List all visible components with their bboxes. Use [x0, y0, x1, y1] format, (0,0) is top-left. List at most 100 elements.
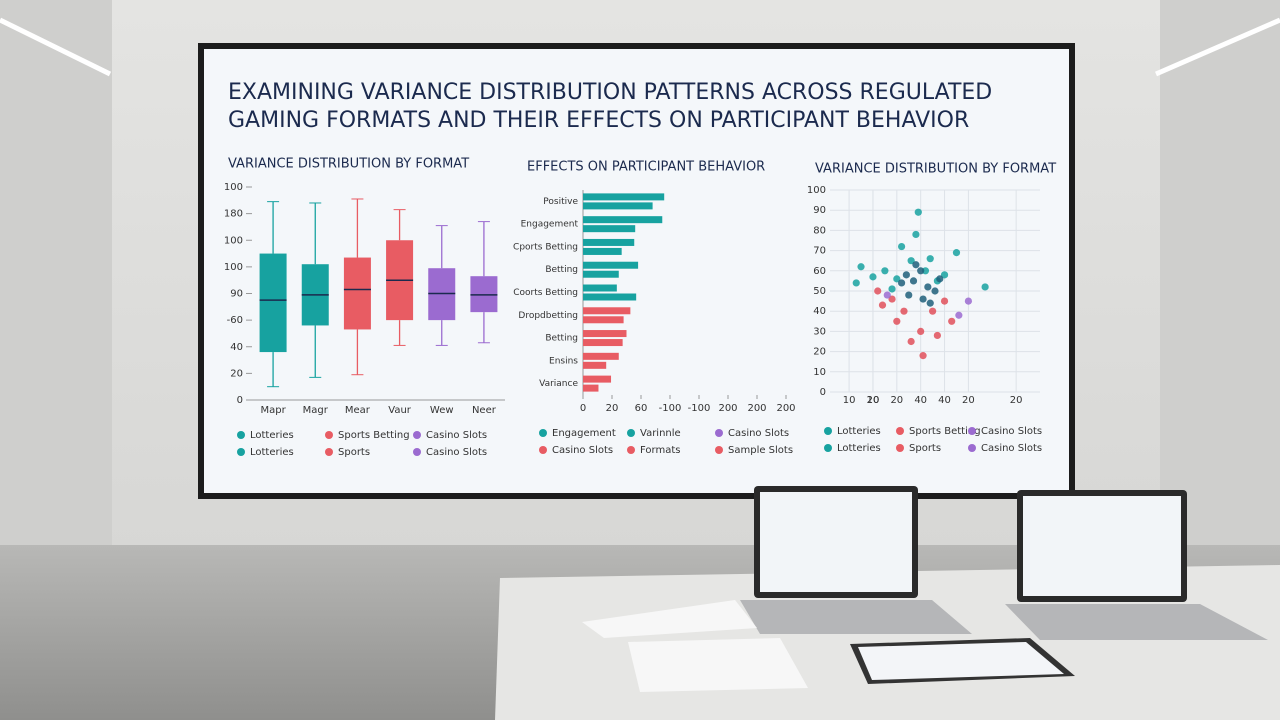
- legend-label: Casino Slots: [426, 447, 487, 458]
- bar: [583, 384, 599, 392]
- bar: [583, 225, 636, 233]
- point: [869, 273, 877, 281]
- x-tick-label: 20: [890, 395, 903, 406]
- title: GAMING FORMATS AND THEIR EFFECTS ON PART…: [228, 108, 969, 133]
- title: EXAMINING VARIANCE DISTRIBUTION PATTERNS…: [228, 80, 992, 105]
- y-tick-label: Ensins: [549, 356, 578, 366]
- legend-swatch: [325, 431, 333, 439]
- x-tick-label: 20: [867, 395, 880, 406]
- legend-swatch: [539, 429, 547, 437]
- x-tick-label: 200: [776, 403, 795, 414]
- point: [907, 337, 915, 346]
- legend-label: Casino Slots: [552, 445, 613, 456]
- y-tick-label: 60: [813, 266, 826, 277]
- y-tick-label: 90: [230, 289, 243, 300]
- point: [981, 283, 989, 291]
- bar: [583, 330, 627, 338]
- point: [952, 249, 961, 257]
- bar: [583, 284, 617, 292]
- legend-swatch: [539, 446, 547, 454]
- point: [912, 230, 920, 239]
- x-tick-label: Mear: [345, 405, 371, 416]
- bar: [583, 352, 619, 360]
- bar: [583, 247, 622, 255]
- point: [888, 285, 896, 293]
- x-tick-label: 200: [747, 403, 766, 414]
- y-tick-label: Positive: [543, 197, 578, 207]
- x-tick-label: -100: [659, 403, 682, 414]
- legend-swatch: [824, 427, 832, 435]
- x-tick-label: Neer: [472, 405, 497, 416]
- y-tick-label: -60: [227, 315, 243, 326]
- legend-label: Sports Betting: [338, 430, 410, 441]
- bar: [583, 270, 619, 278]
- y-tick-label: Betting: [545, 265, 578, 275]
- bar: [583, 361, 607, 369]
- point: [905, 291, 913, 299]
- point: [900, 307, 908, 315]
- point: [888, 295, 896, 303]
- legend-swatch: [627, 446, 635, 454]
- y-tick-label: 80: [813, 225, 826, 236]
- point: [924, 283, 932, 291]
- paper: [628, 638, 808, 692]
- point: [917, 327, 925, 335]
- x-tick-label: 60: [635, 403, 648, 414]
- y-tick-label: 40: [813, 306, 826, 317]
- y-tick-label: 20: [813, 347, 826, 358]
- legend-label: Varinnle: [640, 428, 681, 439]
- x-tick-label: -100: [688, 403, 711, 414]
- bar: [583, 216, 663, 224]
- point: [948, 317, 956, 325]
- y-tick-label: 100: [224, 235, 243, 246]
- bar: [583, 339, 623, 347]
- y-tick-label: 100: [807, 185, 826, 196]
- x-tick-label: Mapr: [260, 405, 286, 416]
- point: [897, 279, 906, 287]
- point: [917, 267, 925, 275]
- box: [259, 253, 287, 353]
- ceiling-light: [0, 17, 112, 77]
- legend-label: Lotteries: [250, 447, 294, 458]
- x-tick-label: 40: [938, 395, 951, 406]
- charts: VARIANCE DISTRIBUTION BY FORMAT 0 20 40 -60 9…: [224, 157, 1056, 459]
- legend-swatch: [824, 444, 832, 452]
- bar: [583, 293, 637, 301]
- point: [933, 331, 941, 340]
- x-tick-label: Wew: [430, 405, 454, 416]
- x-tick-label: 10: [867, 395, 880, 406]
- point: [919, 352, 927, 360]
- legend-label: Sports Betting: [909, 426, 981, 437]
- point: [874, 287, 882, 295]
- point: [912, 261, 920, 269]
- point: [893, 317, 901, 325]
- bar: [583, 193, 665, 201]
- point: [940, 297, 949, 305]
- box: [343, 257, 371, 330]
- legend-swatch: [715, 429, 723, 437]
- legend-label: Engagement: [552, 428, 616, 439]
- x-tick-label: Magr: [303, 405, 329, 416]
- legend-label: Lotteries: [250, 430, 294, 441]
- point: [881, 267, 889, 275]
- y-tick-label: Variance: [539, 379, 578, 389]
- chart-title: VARIANCE DISTRIBUTION BY FORMAT: [815, 162, 1056, 177]
- point: [857, 263, 865, 271]
- y-tick-label: 100: [224, 262, 243, 273]
- legend-swatch: [237, 431, 245, 439]
- x-tick-label: 20: [606, 403, 619, 414]
- bar: [583, 307, 631, 315]
- laptop: [1005, 490, 1268, 640]
- point: [936, 275, 944, 283]
- legend-swatch: [896, 444, 904, 452]
- y-tick-label: 20: [230, 368, 243, 379]
- chart-title: VARIANCE DISTRIBUTION BY FORMAT: [228, 157, 469, 172]
- legend-swatch: [968, 444, 976, 452]
- legend-swatch: [627, 429, 635, 437]
- bar: [583, 202, 653, 210]
- point: [940, 271, 949, 279]
- ceiling-light: [1155, 17, 1280, 77]
- y-tick-label: 10: [813, 367, 826, 378]
- point: [929, 307, 937, 315]
